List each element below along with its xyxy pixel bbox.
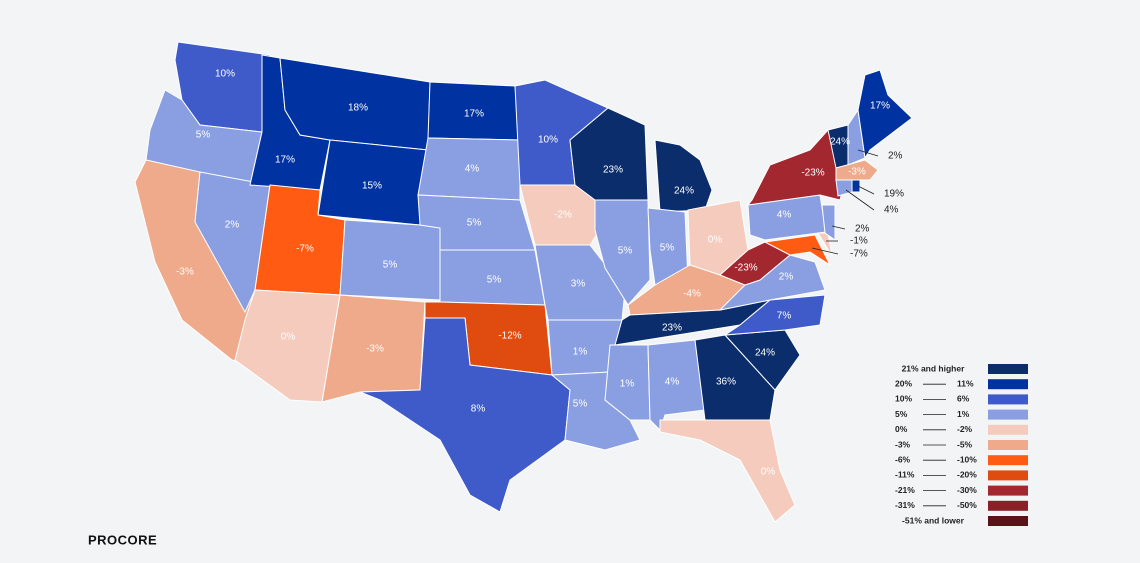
legend-label: -21% [895,485,915,495]
state [659,419,796,523]
leader-line [811,247,839,255]
state-label: 5% [467,218,482,229]
state-label: 10% [215,69,235,80]
state-label: 23% [603,165,623,176]
state-label: 5% [487,275,502,286]
legend-swatch [988,485,1028,496]
legend-swatch [988,394,1028,405]
state-label: 0% [761,467,776,478]
state-label: 10% [538,135,558,146]
state [817,232,833,257]
legend-label: 11% [957,378,974,388]
legend-swatch [988,500,1028,511]
legend-swatch [988,470,1028,481]
legend-label: 6% [957,394,970,404]
legend-label: -10% [957,454,977,464]
legend-label: 5% [895,409,908,419]
legend-label: -11% [895,470,915,480]
state-label: -23% [734,263,757,274]
legend-label: 20% [895,378,912,388]
state-label: 4% [777,210,792,221]
state-label: -4% [683,289,701,300]
state-label: -3% [176,267,194,278]
leader-line [845,189,875,211]
state-label: 15% [362,181,382,192]
legend-label: 10% [895,394,912,404]
state-label: 18% [348,103,368,114]
state-label: 17% [464,109,484,120]
states: 10% 5% -3% 2% 17% 18% 15% -7% 0% 5% -3% 17% 4% 5% 5% -1… [134,41,913,523]
state-label: -7% [296,244,314,255]
state-label: 4% [465,164,480,175]
state-label: 4% [665,377,680,388]
legend-label: -5% [957,439,973,449]
leader-line [857,149,879,157]
leader-line [831,225,846,230]
state [857,69,913,160]
state-label: 5% [196,130,211,141]
state-label: 17% [275,155,295,166]
state-label: -12% [498,331,521,342]
state [763,234,832,267]
legend-label: -50% [957,500,977,510]
legend-swatch [988,364,1028,374]
legend-label: 1% [957,409,970,419]
legend-label: -31% [895,500,915,510]
state-label: 1% [573,347,588,358]
state-label: -1% [850,236,868,247]
state-label: 24% [755,348,775,359]
state-label: 2% [855,224,870,235]
state-label: 2% [225,220,240,231]
state [835,159,879,181]
state-label: 8% [471,404,486,415]
legend-label: -30% [957,485,977,495]
legend-swatch [988,516,1028,526]
legend-swatch [988,409,1028,420]
state [694,334,776,421]
state [821,204,836,241]
state-label: 5% [383,260,398,271]
legend-label: 0% [895,424,908,434]
state-label: 5% [618,246,633,257]
state-label: -3% [366,344,384,355]
legend: 21% and higher 20% 11% 10% 6% 5% 1% 0% -2% -3% -5%… [895,363,1028,526]
state-label: 24% [830,137,850,148]
legend-swatch [988,440,1028,450]
state [604,344,651,421]
legend-label: -51% and lower [902,515,965,525]
state-label: -23% [801,168,824,179]
state-label: 2% [779,272,794,283]
legend-swatch [988,379,1028,390]
state [359,317,571,513]
state-label: 0% [708,235,723,246]
state-label: 17% [870,101,890,112]
state-label: 3% [571,279,586,290]
legend-label: 21% and higher [902,363,966,373]
state-label: -7% [850,249,868,260]
state-label: 0% [281,332,296,343]
state-label: 24% [674,186,694,197]
state-label: 1% [620,379,635,390]
brand-logo: PROCORE [88,532,157,547]
legend-swatch [988,424,1028,435]
legend-label: -2% [957,424,973,434]
state-label: 7% [777,311,792,322]
legend-swatch [988,455,1028,466]
leader-line [857,185,875,195]
state-label: 19% [884,189,904,200]
legend-label: -20% [957,470,977,480]
state-label: 23% [662,323,682,334]
state [835,179,853,197]
state-label: 4% [884,205,899,216]
state-label: 5% [573,399,588,410]
state-label: 5% [660,243,675,254]
state-label: -3% [848,167,866,178]
legend-label: -6% [895,454,911,464]
state-label: 2% [888,151,903,162]
legend-label: -3% [895,439,911,449]
state-label: 36% [716,377,736,388]
state-label: -2% [554,210,572,221]
